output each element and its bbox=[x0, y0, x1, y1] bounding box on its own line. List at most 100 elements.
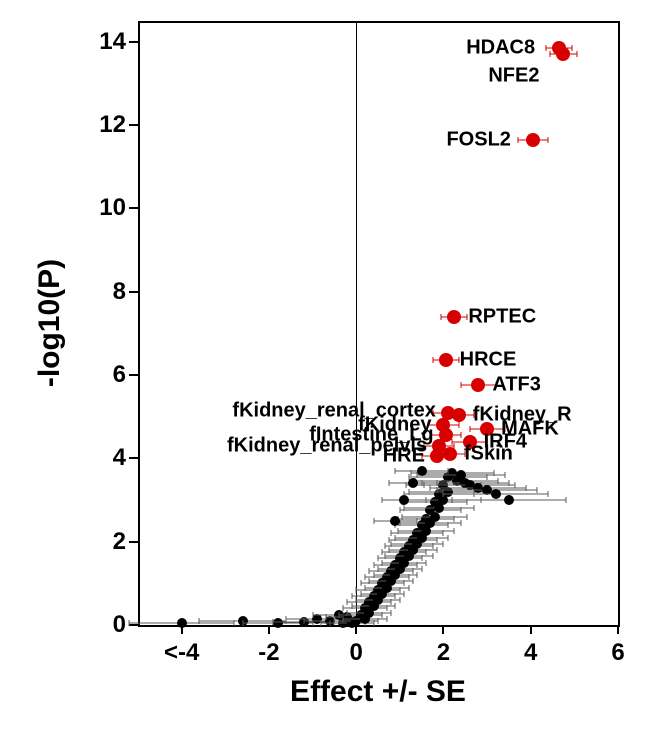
y-tick-label: 6 bbox=[92, 361, 126, 389]
y-tick-label: 0 bbox=[92, 611, 126, 639]
y-tick-label: 10 bbox=[92, 194, 126, 222]
error-cap bbox=[334, 618, 335, 624]
error-cap bbox=[447, 535, 448, 541]
error-cap bbox=[382, 497, 383, 503]
error-cap bbox=[474, 505, 475, 511]
y-tick bbox=[129, 291, 138, 293]
error-cap bbox=[382, 560, 383, 566]
error-cap bbox=[343, 605, 344, 611]
y-tick-label: 4 bbox=[92, 444, 126, 472]
error-cap bbox=[436, 487, 437, 493]
error-cap bbox=[395, 603, 396, 609]
error-cap bbox=[347, 610, 348, 616]
error-cap bbox=[504, 472, 505, 478]
error-cap bbox=[286, 616, 287, 622]
error-cap bbox=[436, 547, 437, 553]
error-cap bbox=[443, 412, 444, 418]
point-label: HRCE bbox=[460, 349, 517, 372]
data-point bbox=[177, 618, 187, 628]
x-tick bbox=[530, 625, 532, 634]
data-point bbox=[390, 516, 400, 526]
error-cap bbox=[391, 610, 392, 616]
error-cap bbox=[391, 530, 392, 536]
error-cap bbox=[432, 357, 433, 363]
data-point bbox=[556, 47, 570, 61]
error-cap bbox=[402, 514, 403, 520]
x-tick-label: 6 bbox=[611, 639, 624, 667]
data-point bbox=[447, 310, 461, 324]
error-cap bbox=[537, 487, 538, 493]
y-tick-label: 12 bbox=[92, 111, 126, 139]
data-point bbox=[430, 449, 444, 463]
error-cap bbox=[378, 566, 379, 572]
error-cap bbox=[373, 518, 374, 524]
data-point bbox=[471, 378, 485, 392]
data-point bbox=[452, 408, 466, 422]
point-label: HDAC8 bbox=[466, 37, 535, 60]
error-cap bbox=[452, 497, 453, 503]
error-cap bbox=[395, 535, 396, 541]
error-cap bbox=[548, 491, 549, 497]
error-cap bbox=[443, 491, 444, 497]
error-cap bbox=[546, 45, 547, 51]
error-cap bbox=[386, 616, 387, 622]
error-cap bbox=[460, 432, 461, 438]
error-cap bbox=[360, 580, 361, 586]
data-point bbox=[491, 489, 501, 499]
error-cap bbox=[388, 547, 389, 553]
data-point bbox=[439, 353, 453, 367]
plot-frame-right bbox=[618, 21, 620, 627]
plot-frame-top bbox=[138, 21, 618, 23]
error-cap bbox=[303, 618, 304, 624]
error-cap bbox=[321, 620, 322, 626]
x-axis-title: Effect +/- SE bbox=[290, 675, 466, 709]
point-label: HRE bbox=[383, 445, 425, 468]
error-cap bbox=[408, 585, 409, 591]
error-cap bbox=[548, 137, 549, 143]
error-cap bbox=[550, 51, 551, 57]
error-cap bbox=[356, 587, 357, 593]
error-cap bbox=[426, 560, 427, 566]
error-cap bbox=[351, 593, 352, 599]
error-cap bbox=[430, 485, 431, 491]
x-tick bbox=[617, 625, 619, 634]
data-point bbox=[526, 133, 540, 147]
plot-area bbox=[138, 21, 618, 625]
error-cap bbox=[452, 453, 453, 459]
error-cap bbox=[364, 574, 365, 580]
error-cap bbox=[384, 553, 385, 559]
error-cap bbox=[388, 537, 389, 543]
error-cap bbox=[373, 572, 374, 578]
point-label: RPTEC bbox=[468, 305, 536, 328]
data-point bbox=[399, 495, 409, 505]
y-tick bbox=[129, 457, 138, 459]
error-cap bbox=[469, 426, 470, 432]
error-cap bbox=[373, 562, 374, 568]
data-point bbox=[504, 495, 514, 505]
y-tick-label: 14 bbox=[92, 28, 126, 56]
error-cap bbox=[382, 549, 383, 555]
error-cap bbox=[443, 541, 444, 547]
data-point bbox=[443, 447, 457, 461]
y-tick bbox=[129, 541, 138, 543]
error-cap bbox=[356, 597, 357, 603]
error-cap bbox=[351, 603, 352, 609]
error-cap bbox=[408, 489, 409, 495]
point-label: fSkin bbox=[464, 443, 513, 466]
error-cap bbox=[417, 572, 418, 578]
point-label: FOSL2 bbox=[446, 128, 510, 151]
error-cap bbox=[378, 555, 379, 561]
error-cap bbox=[384, 543, 385, 549]
x-tick-label: 2 bbox=[437, 639, 450, 667]
x-tick-label: <-4 bbox=[164, 639, 199, 667]
error-cap bbox=[458, 422, 459, 428]
error-cap bbox=[517, 137, 518, 143]
error-cap bbox=[441, 314, 442, 320]
error-cap bbox=[369, 568, 370, 574]
x-tick bbox=[355, 625, 357, 634]
error-cap bbox=[447, 468, 448, 474]
error-cap bbox=[467, 514, 468, 520]
error-cap bbox=[330, 620, 331, 626]
error-cap bbox=[391, 541, 392, 547]
error-cap bbox=[343, 616, 344, 622]
